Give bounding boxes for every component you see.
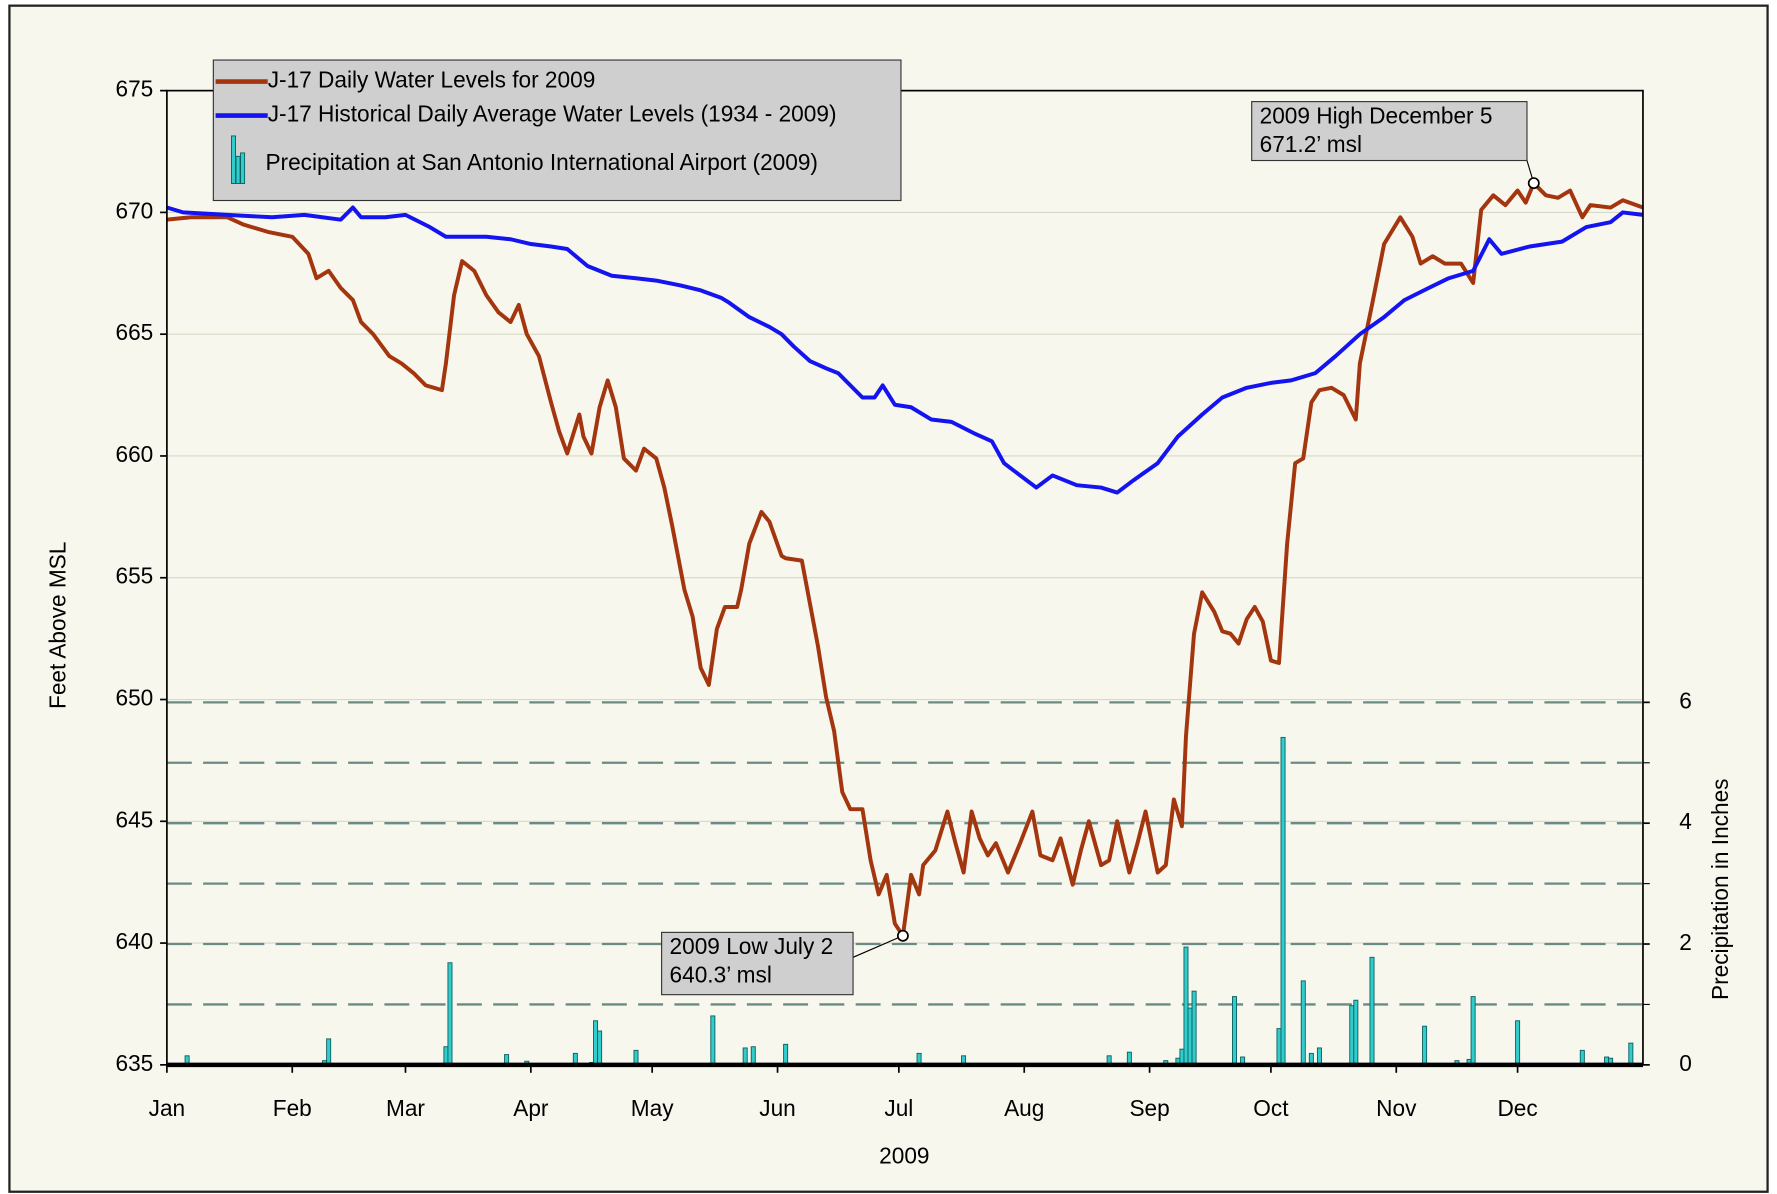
- x-axis-title: 2009: [879, 1143, 929, 1169]
- precip-bar: [326, 1038, 332, 1066]
- x-tick-label: Apr: [513, 1095, 549, 1121]
- x-tick-label: Dec: [1497, 1095, 1537, 1121]
- precip-bar: [750, 1046, 756, 1066]
- annotation-text: 671.2’ msl: [1260, 131, 1362, 157]
- x-tick-label: Jun: [759, 1095, 796, 1121]
- legend-label: Precipitation at San Antonio Internation…: [265, 149, 818, 175]
- precip-bar: [783, 1043, 789, 1066]
- annotation-box: [1251, 101, 1528, 162]
- annotation-point: [896, 929, 909, 942]
- y2-tick-label: 6: [1679, 687, 1692, 713]
- y2-tick-label: 0: [1679, 1050, 1692, 1076]
- precip-bar: [443, 1046, 449, 1066]
- precip-bar: [1183, 946, 1189, 1066]
- legend-swatch: [231, 135, 236, 184]
- y-tick-label: 655: [116, 563, 154, 589]
- y-tick-label: 645: [116, 806, 154, 832]
- annotation-pointer: [852, 935, 904, 958]
- precip-bar: [447, 962, 453, 1066]
- x-tick-label: May: [631, 1095, 674, 1121]
- precip-bar: [1349, 1005, 1355, 1066]
- annotation-point: [1527, 177, 1540, 190]
- precip-bar: [1300, 980, 1306, 1066]
- annotation-text: 2009 High December 5: [1260, 102, 1493, 128]
- x-tick-label: Mar: [386, 1095, 425, 1121]
- precip-bar: [1628, 1042, 1634, 1066]
- precip-bar: [1179, 1048, 1185, 1066]
- y2-axis-title: Precipitation in Inches: [1707, 779, 1733, 1000]
- y-axis-title: Feet Above MSL: [44, 542, 70, 709]
- x-tick-label: Sep: [1129, 1095, 1169, 1121]
- precip-bar: [1276, 1028, 1282, 1066]
- y-tick-label: 635: [116, 1050, 154, 1076]
- legend-label: J-17 Daily Water Levels for 2009: [268, 67, 596, 93]
- x-tick-label: Jan: [149, 1095, 186, 1121]
- precip-bar: [1422, 1025, 1428, 1066]
- precip-bar: [1232, 996, 1238, 1066]
- series-line: [166, 181, 1644, 938]
- series-line: [166, 205, 1644, 495]
- x-tick-label: Nov: [1376, 1095, 1417, 1121]
- precip-bar: [1369, 956, 1375, 1066]
- y2-tick-label: 4: [1679, 808, 1692, 834]
- precip-bar: [1191, 990, 1197, 1066]
- precip-bar: [742, 1047, 748, 1066]
- legend-box: [212, 59, 902, 202]
- x-tick-label: Aug: [1004, 1095, 1044, 1121]
- precip-bar: [593, 1020, 599, 1066]
- y-tick-label: 640: [116, 928, 154, 954]
- annotation-text: 2009 Low July 2: [670, 933, 834, 959]
- precip-bar: [710, 1015, 716, 1066]
- precip-bar: [1470, 996, 1476, 1066]
- annotation-text: 640.3’ msl: [670, 962, 772, 988]
- y-tick-label: 675: [116, 76, 154, 102]
- x-tick-label: Oct: [1253, 1095, 1289, 1121]
- x-tick-label: Jul: [884, 1095, 913, 1121]
- legend-swatch: [235, 155, 241, 184]
- y-tick-label: 665: [116, 319, 154, 345]
- precip-bar: [1187, 1007, 1193, 1066]
- plot-layer: 635 640 645 650 655 660 665 670 675 0 2 4 6 Jan Feb Mar…: [116, 59, 1692, 1121]
- y-tick-label: 650: [116, 685, 154, 711]
- legend-swatch: [240, 152, 246, 184]
- annotation-box: [661, 931, 854, 996]
- y-tick-label: 660: [116, 441, 154, 467]
- precip-bar: [1280, 736, 1286, 1066]
- precip-bar: [1353, 999, 1359, 1066]
- precip-bar: [597, 1030, 603, 1066]
- x-tick-label: Feb: [273, 1095, 312, 1121]
- legend-label: J-17 Historical Daily Average Water Leve…: [268, 101, 837, 127]
- y-tick-label: 670: [116, 197, 154, 223]
- y2-tick-label: 2: [1679, 929, 1692, 955]
- precip-bar: [1515, 1020, 1521, 1066]
- precip-bar: [1316, 1047, 1322, 1066]
